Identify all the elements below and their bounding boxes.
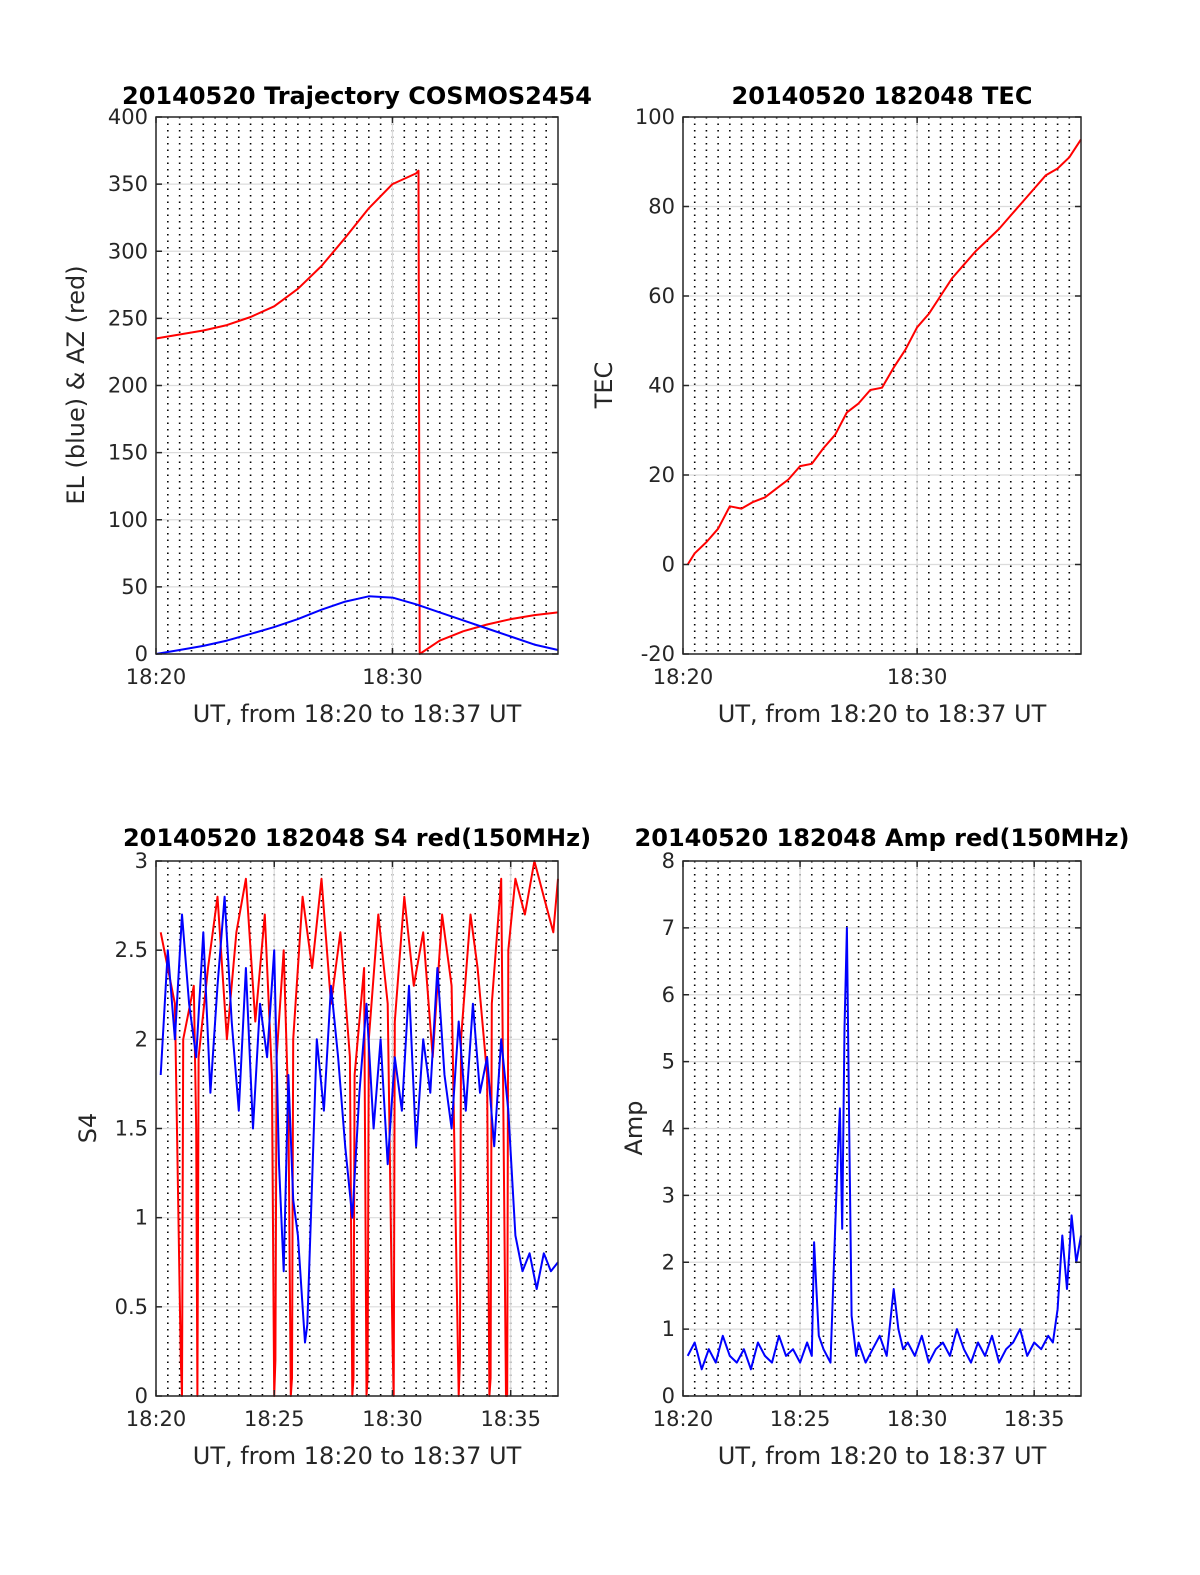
chart-title: 20140520 182048 S4 red(150MHz) [123,824,591,852]
y-tick-label: 1 [135,1206,148,1230]
y-tick-label: 400 [108,105,148,129]
y-tick-label: 150 [108,441,148,465]
x-tick-label: 18:20 [126,1407,187,1431]
y-tick-label: 40 [648,374,675,398]
panel-trajectory: 20140520 Trajectory COSMOS2454 UT, from … [62,82,592,728]
x-tick-label: 18:20 [653,665,714,689]
series-line-0 [686,138,1082,566]
x-tick-label: 18:30 [887,665,948,689]
y-axis-label: S4 [74,1113,102,1144]
x-tick-label: 18:30 [362,1407,423,1431]
y-tick-label: -20 [641,642,675,666]
y-tick-label: 3 [662,1183,675,1207]
x-tick-label: 18:20 [653,1407,714,1431]
panel-amp: 20140520 182048 Amp red(150MHz) UT, from… [620,824,1129,1470]
panel-tec: 20140520 182048 TEC UT, from 18:20 to 18… [590,82,1082,728]
y-tick-label: 4 [662,1117,675,1141]
chart-title: 20140520 182048 Amp red(150MHz) [635,824,1130,852]
x-tick-label: 18:35 [1004,1407,1065,1431]
y-axis-label: Amp [620,1100,648,1155]
y-tick-label: 300 [108,239,148,263]
x-tick-label: 18:30 [887,1407,948,1431]
y-tick-label: 8 [662,849,675,873]
y-tick-label: 50 [121,575,148,599]
y-tick-label: 5 [662,1050,675,1074]
x-axis-label: UT, from 18:20 to 18:37 UT [718,700,1047,728]
x-tick-label: 18:30 [362,665,423,689]
x-tick-label: 18:35 [480,1407,541,1431]
y-tick-label: 1.5 [115,1117,148,1141]
series-line-1 [159,895,559,1344]
y-axis-label: EL (blue) & AZ (red) [62,265,90,504]
chart-title: 20140520 182048 TEC [732,82,1033,110]
y-tick-label: 7 [662,916,675,940]
x-axis-label: UT, from 18:20 to 18:37 UT [193,1442,522,1470]
series-line-1 [155,595,559,655]
y-tick-label: 80 [648,195,675,219]
y-tick-label: 100 [635,105,675,129]
x-tick-label: 18:25 [244,1407,305,1431]
y-tick-label: 1 [662,1317,675,1341]
y-tick-label: 20 [648,463,675,487]
y-tick-label: 2 [135,1027,148,1051]
x-axis-label: UT, from 18:20 to 18:37 UT [718,1442,1047,1470]
y-tick-label: 0 [135,1384,148,1408]
y-tick-label: 6 [662,983,675,1007]
series-line-0 [159,860,559,1397]
panel-s4: 20140520 182048 S4 red(150MHz) UT, from … [74,824,591,1470]
series-line-0 [686,926,1082,1371]
y-tick-label: 2.5 [115,938,148,962]
y-tick-label: 200 [108,374,148,398]
x-axis-label: UT, from 18:20 to 18:37 UT [193,700,522,728]
y-tick-label: 0 [662,1384,675,1408]
y-tick-label: 2 [662,1250,675,1274]
y-axis-label: TEC [590,362,618,410]
y-tick-label: 0 [135,642,148,666]
y-tick-label: 0 [662,553,675,577]
chart-title: 20140520 Trajectory COSMOS2454 [122,82,592,110]
y-tick-label: 60 [648,284,675,308]
y-tick-label: 100 [108,508,148,532]
x-tick-label: 18:20 [126,665,187,689]
x-tick-label: 18:25 [770,1407,831,1431]
series-line-0 [155,169,559,655]
y-tick-label: 0.5 [115,1295,148,1319]
y-tick-label: 3 [135,849,148,873]
y-tick-label: 350 [108,172,148,196]
y-tick-label: 250 [108,306,148,330]
